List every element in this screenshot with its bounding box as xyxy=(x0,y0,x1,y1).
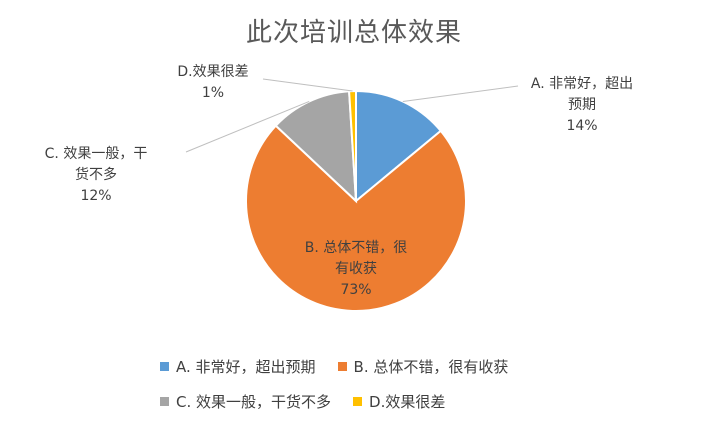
legend-row: C. 效果一般，干货不多 D.效果很差 xyxy=(160,391,600,412)
legend-item-b: B. 总体不错，很有收获 xyxy=(337,356,509,377)
legend-swatch-b xyxy=(337,362,347,371)
legend-label-a: A. 非常好，超出预期 xyxy=(176,358,316,376)
leader-line xyxy=(185,101,310,153)
legend-label-b: B. 总体不错，很有收获 xyxy=(353,358,509,376)
data-label-value: 12% xyxy=(80,188,111,204)
data-label-category: D.效果很差 xyxy=(177,64,248,80)
legend: A. 非常好，超出预期 B. 总体不错，很有收获 C. 效果一般，干货不多 D.… xyxy=(160,356,600,426)
data-label-category: 预期 xyxy=(568,97,596,113)
legend-label-c: C. 效果一般，干货不多 xyxy=(176,393,332,411)
legend-swatch-a xyxy=(160,362,169,371)
legend-row: A. 非常好，超出预期 B. 总体不错，很有收获 xyxy=(160,356,600,377)
chart-title: 此次培训总体效果 xyxy=(245,18,462,48)
data-label-category: A. 非常好，超出 xyxy=(531,76,633,92)
data-label-category: B. 总体不错，很 xyxy=(305,240,408,256)
legend-item-d: D.效果很差 xyxy=(353,391,445,412)
pie-slice xyxy=(355,89,443,204)
data-label-value: 73% xyxy=(340,282,371,298)
legend-swatch-d xyxy=(353,397,363,406)
data-label-value: 1% xyxy=(202,85,224,101)
data-label-value: 14% xyxy=(566,118,597,134)
pie-slice xyxy=(245,124,467,312)
leader-line xyxy=(262,78,353,92)
data-label-category: 有收获 xyxy=(335,261,377,277)
legend-label-d: D.效果很差 xyxy=(369,393,446,411)
data-label-category: 货不多 xyxy=(75,166,117,183)
legend-item-c: C. 效果一般，干货不多 xyxy=(160,391,331,412)
legend-swatch-c xyxy=(160,397,169,406)
pie-chart: A. 非常好，超出预期 14% B. 总体不错，很有收获 73% C. 效果一般，干货不… xyxy=(45,64,633,312)
leader-line xyxy=(402,85,519,102)
legend-item-a: A. 非常好，超出预期 xyxy=(160,356,316,377)
data-label-category: C. 效果一般，干 xyxy=(45,146,148,162)
